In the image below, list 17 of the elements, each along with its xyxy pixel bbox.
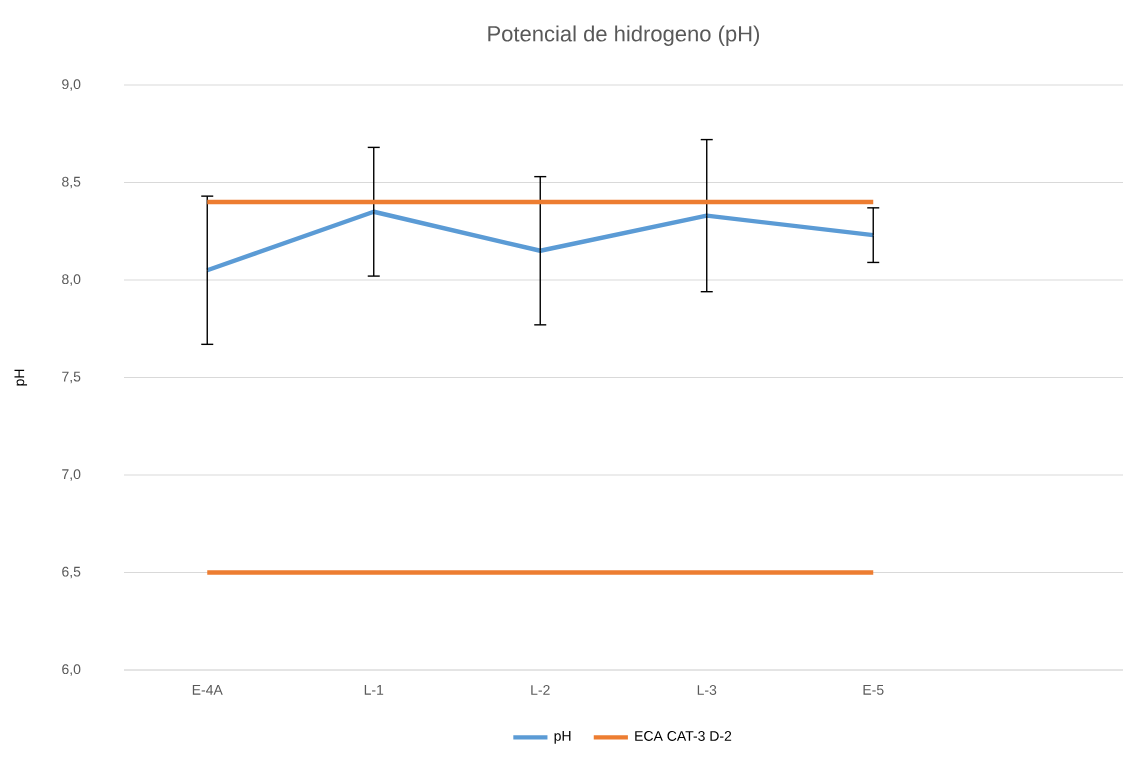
legend-label: pH <box>554 731 571 744</box>
legend-label: ECA CAT-3 D-2 <box>635 731 732 741</box>
y-tick-label: 6,5 <box>62 566 81 579</box>
y-axis-title: pH <box>14 369 28 386</box>
x-tick-label: E-4A <box>192 685 223 695</box>
y-tick-label: 7,0 <box>62 469 81 481</box>
y-tick-label: 6,0 <box>62 664 81 676</box>
x-tick-label: L-3 <box>697 685 717 695</box>
line-series <box>205 209 876 273</box>
chart-title: Potencial de hidrogeno (pH) <box>488 25 760 46</box>
x-tick-label: L-1 <box>364 685 384 695</box>
y-tick-label: 8,5 <box>62 176 81 189</box>
x-tick-label: L-2 <box>531 685 550 695</box>
y-tick-label: 9,0 <box>62 79 81 91</box>
x-tick-label: E-5 <box>863 685 884 695</box>
y-tick-label: 7,5 <box>62 371 81 384</box>
y-tick-label: 8,0 <box>62 274 81 286</box>
